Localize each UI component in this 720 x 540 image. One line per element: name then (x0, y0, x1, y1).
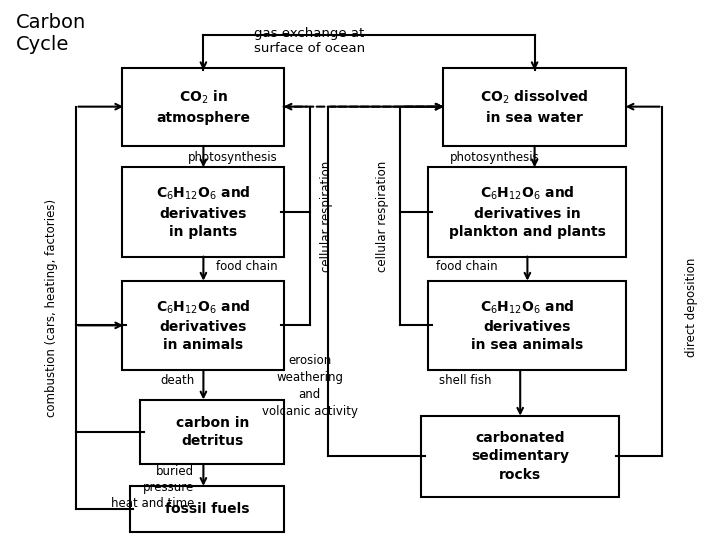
FancyBboxPatch shape (421, 416, 619, 497)
Text: Carbon
Cycle: Carbon Cycle (16, 14, 86, 55)
Text: direct deposition: direct deposition (685, 258, 698, 357)
Text: CO$_2$ dissolved
in sea water: CO$_2$ dissolved in sea water (480, 89, 589, 125)
FancyBboxPatch shape (428, 167, 626, 256)
FancyBboxPatch shape (130, 486, 284, 532)
Text: death: death (160, 374, 194, 387)
Text: fossil fuels: fossil fuels (165, 502, 249, 516)
FancyBboxPatch shape (140, 400, 284, 464)
Text: photosynthesis: photosynthesis (450, 151, 540, 164)
Text: cellular respiration: cellular respiration (320, 160, 333, 272)
FancyBboxPatch shape (428, 281, 626, 370)
Text: cellular respiration: cellular respiration (376, 160, 389, 272)
FancyBboxPatch shape (122, 68, 284, 146)
Text: gas exchange at
surface of ocean: gas exchange at surface of ocean (254, 27, 365, 55)
Text: food chain: food chain (215, 260, 277, 273)
Text: C$_6$H$_{12}$O$_6$ and
derivatives
in sea animals: C$_6$H$_{12}$O$_6$ and derivatives in se… (472, 298, 583, 353)
Text: C$_6$H$_{12}$O$_6$ and
derivatives
in plants: C$_6$H$_{12}$O$_6$ and derivatives in pl… (156, 185, 251, 239)
Text: erosion
weathering
and
volcanic activity: erosion weathering and volcanic activity (261, 354, 358, 418)
FancyBboxPatch shape (122, 281, 284, 370)
Text: shell fish: shell fish (439, 374, 492, 387)
Text: buried
pressure
heat and time: buried pressure heat and time (111, 465, 194, 510)
Text: carbonated
sedimentary
rocks: carbonated sedimentary rocks (471, 431, 570, 482)
Text: C$_6$H$_{12}$O$_6$ and
derivatives in
plankton and plants: C$_6$H$_{12}$O$_6$ and derivatives in pl… (449, 185, 606, 239)
FancyBboxPatch shape (122, 167, 284, 256)
FancyBboxPatch shape (443, 68, 626, 146)
Text: CO$_2$ in
atmosphere: CO$_2$ in atmosphere (156, 89, 251, 125)
Text: photosynthesis: photosynthesis (187, 151, 277, 164)
Text: combustion (cars, heating, factories): combustion (cars, heating, factories) (45, 199, 58, 417)
Text: food chain: food chain (436, 260, 498, 273)
Text: carbon in
detritus: carbon in detritus (176, 416, 249, 448)
Text: C$_6$H$_{12}$O$_6$ and
derivatives
in animals: C$_6$H$_{12}$O$_6$ and derivatives in an… (156, 298, 251, 353)
